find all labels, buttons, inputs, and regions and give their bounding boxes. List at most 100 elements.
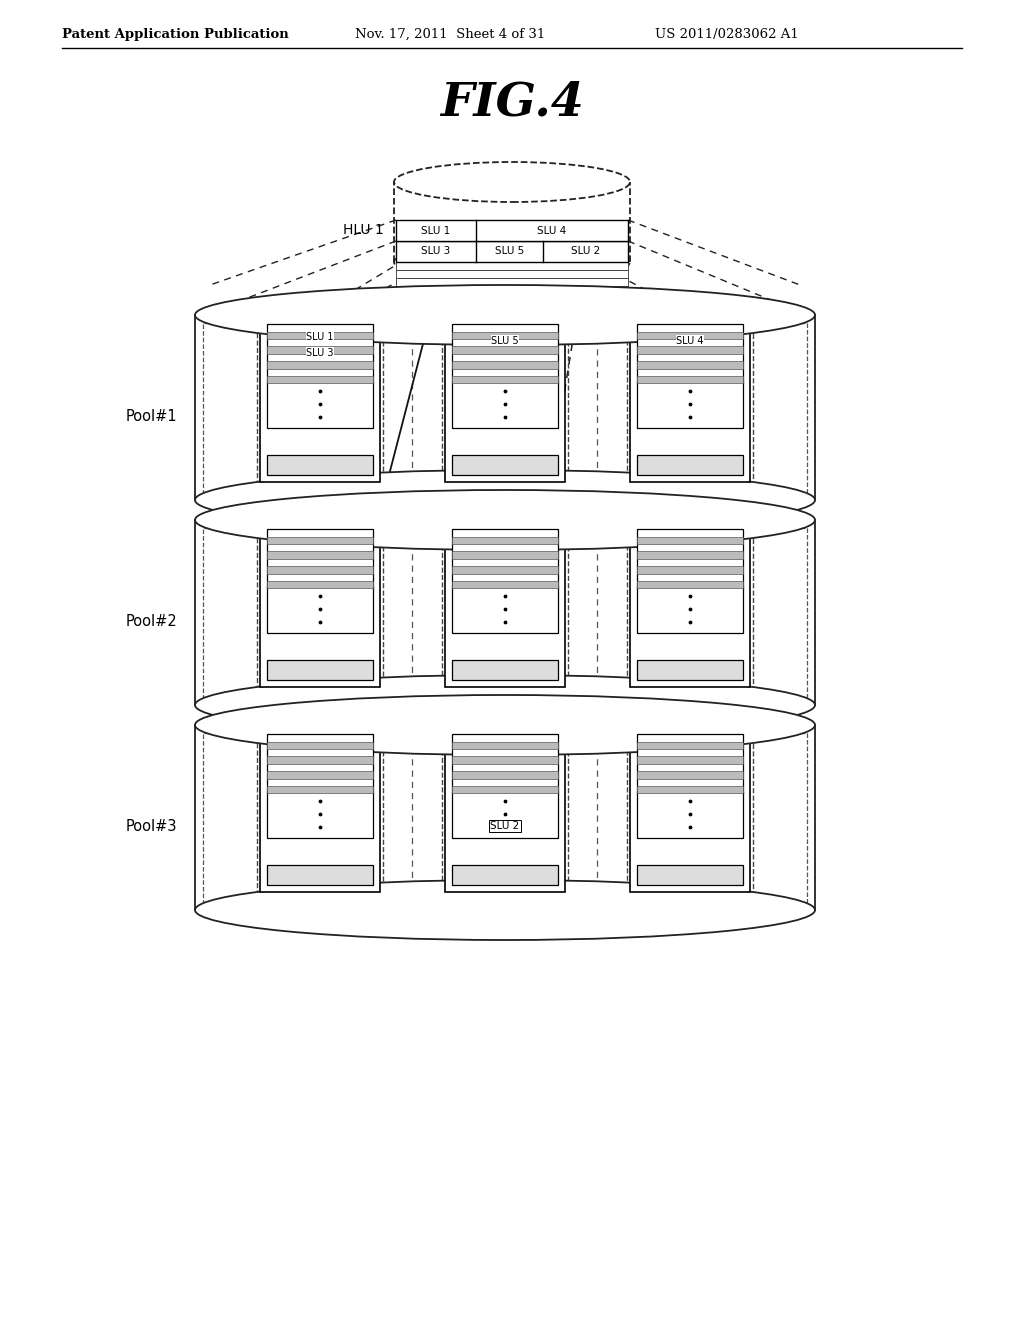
Bar [637,660,743,680]
Bar [260,317,380,482]
Bar [637,376,743,383]
Bar [452,742,558,748]
Bar [637,865,743,884]
Bar [452,376,558,383]
Bar [267,552,373,558]
Bar [267,376,373,383]
Text: SLU 4: SLU 4 [538,226,566,235]
Bar [257,519,383,690]
Bar [630,521,750,686]
Bar [260,727,380,892]
Bar [267,581,373,589]
Bar [195,520,815,705]
Bar [637,331,743,339]
Bar [267,742,373,748]
Bar [452,529,558,589]
Bar [637,362,743,368]
Bar [637,529,743,589]
Bar [257,723,383,895]
Bar [203,323,807,492]
Bar [637,742,743,748]
Bar [452,552,558,558]
Ellipse shape [195,696,815,755]
Bar [452,566,558,574]
Bar [195,725,815,909]
Text: SLU 1: SLU 1 [421,226,451,235]
Bar [267,346,373,354]
Bar [452,581,558,589]
Bar [396,271,628,279]
Bar [452,865,558,884]
Ellipse shape [195,490,815,550]
Bar [267,537,373,544]
Bar [630,727,750,892]
Bar [442,314,568,484]
Bar [267,787,373,793]
Bar [452,792,558,838]
Bar [637,756,743,764]
Bar [452,537,558,544]
Text: SLU 3: SLU 3 [306,347,334,358]
Bar [637,566,743,574]
Bar [442,519,568,690]
Bar [637,552,743,558]
Text: SLU 5: SLU 5 [492,335,519,346]
Bar [637,792,743,838]
Bar [637,346,743,354]
Bar [267,381,373,428]
Bar [267,756,373,764]
Bar [452,331,558,339]
Bar [637,581,743,589]
Bar [396,261,628,271]
Ellipse shape [195,470,815,531]
Bar [452,323,558,383]
Bar [627,314,753,484]
Bar [257,314,383,484]
Text: HLU 1: HLU 1 [343,223,384,238]
Bar [267,586,373,632]
Bar [637,734,743,793]
Bar [396,220,628,242]
Bar [267,331,373,339]
Bar [260,521,380,686]
Bar [637,455,743,475]
Bar [452,381,558,428]
Bar [267,865,373,884]
Bar [452,787,558,793]
Ellipse shape [195,675,815,735]
Bar [637,771,743,779]
Bar [396,242,628,261]
Bar [203,528,807,697]
Bar [637,381,743,428]
Bar [267,734,373,793]
Text: SLU 2: SLU 2 [490,821,519,832]
Bar [452,346,558,354]
Bar [627,723,753,895]
Text: SLU 5: SLU 5 [495,247,524,256]
Text: Pool#1: Pool#1 [125,409,177,424]
Text: SLU 1: SLU 1 [306,333,334,342]
Bar [637,586,743,632]
Bar [452,734,558,793]
Text: FIG.4: FIG.4 [440,81,584,125]
Bar [452,586,558,632]
Ellipse shape [195,285,815,345]
Bar [442,723,568,895]
Bar [267,792,373,838]
Bar [452,362,558,368]
Text: Pool#2: Pool#2 [125,614,177,630]
Text: Patent Application Publication: Patent Application Publication [62,28,289,41]
Bar [267,529,373,589]
Bar [452,756,558,764]
Bar [203,733,807,902]
Text: SLU 2: SLU 2 [571,247,600,256]
Bar [452,660,558,680]
Bar [267,660,373,680]
Text: Nov. 17, 2011  Sheet 4 of 31: Nov. 17, 2011 Sheet 4 of 31 [355,28,545,41]
Text: SLU 3: SLU 3 [421,247,451,256]
Bar [195,315,815,500]
Bar [445,727,565,892]
Bar [396,279,628,286]
Ellipse shape [195,880,815,940]
Bar [267,455,373,475]
